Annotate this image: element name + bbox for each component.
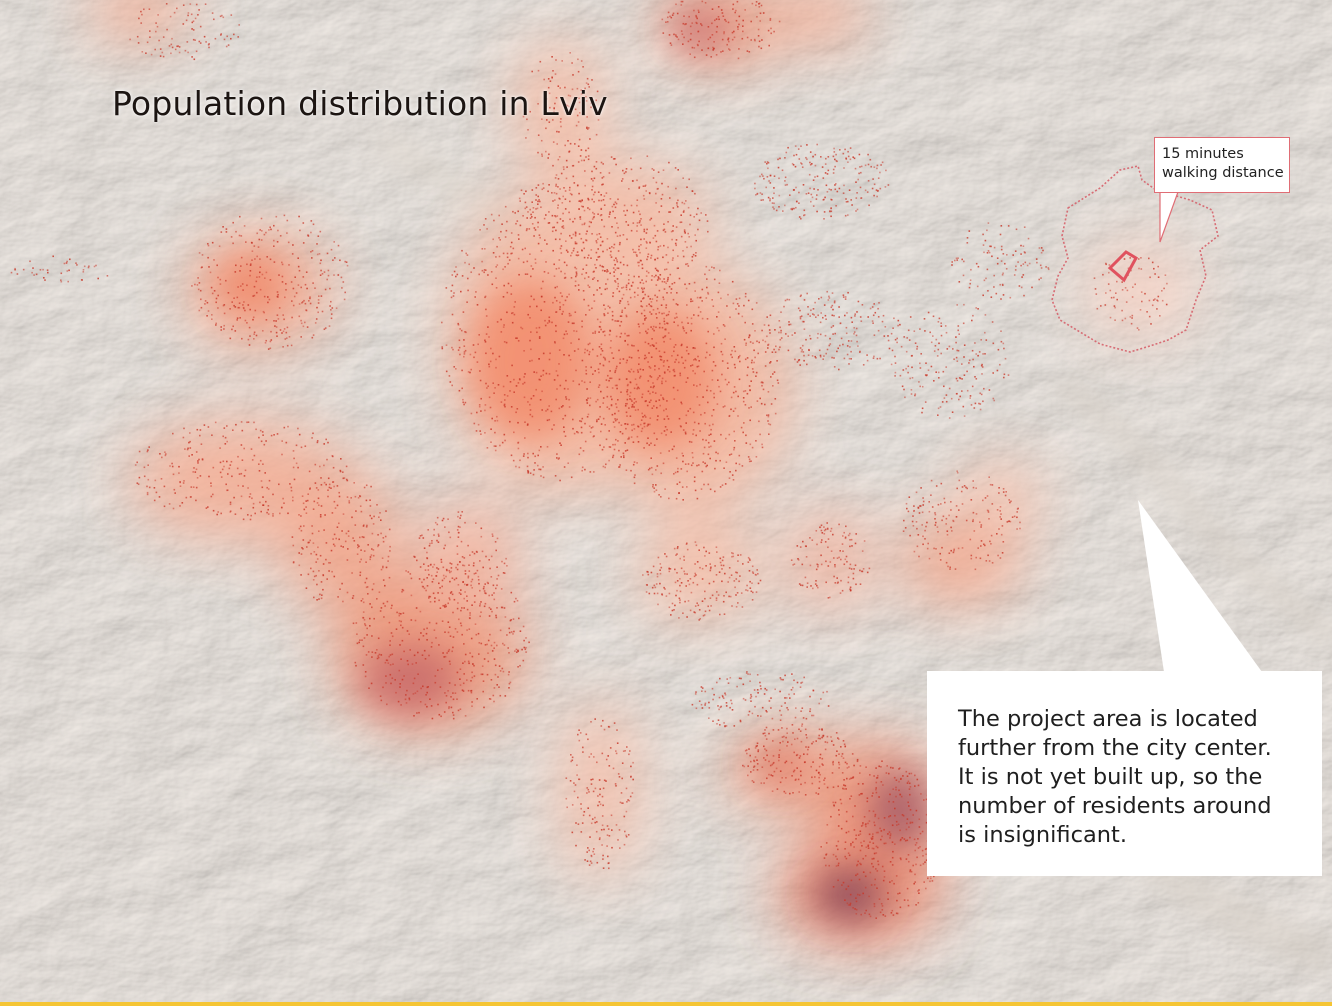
info-callout-line-1: The project area is located — [958, 706, 1258, 732]
footer-accent-bar — [0, 1002, 1332, 1006]
building-dots — [10, 0, 1168, 919]
info-callout-pointer — [1138, 500, 1262, 672]
walking-isochrone — [1051, 165, 1219, 353]
info-callout-line-2: further from the city center. — [958, 735, 1272, 761]
project-area-outline — [1107, 250, 1139, 283]
info-callout-line-5: is insignificant. — [958, 822, 1127, 848]
map-title: Population distribution in Lviv — [112, 84, 608, 123]
population-heatmap — [90, 0, 1195, 945]
walking-distance-callout: 15 minutes walking distance — [1154, 137, 1290, 193]
project-info-callout: The project area is located further from… — [927, 671, 1322, 876]
info-callout-line-4: number of residents around — [958, 793, 1272, 819]
info-callout-line-3: It is not yet built up, so the — [958, 764, 1263, 790]
walking-callout-line-1: 15 minutes — [1162, 146, 1244, 162]
walking-callout-line-2: walking distance — [1162, 165, 1284, 181]
